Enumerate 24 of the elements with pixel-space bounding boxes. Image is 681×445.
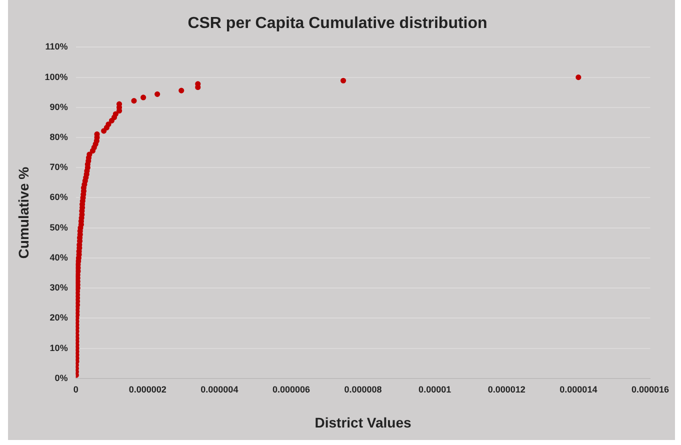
x-tick-label: 0.000004 xyxy=(200,384,238,394)
x-tick-label: 0.000014 xyxy=(560,384,598,394)
y-tick-label: 90% xyxy=(50,102,68,112)
x-tick-label: 0.000008 xyxy=(344,384,382,394)
x-tick-label: 0.000012 xyxy=(488,384,526,394)
x-tick-label: 0.000016 xyxy=(631,384,670,394)
x-tick-label: 0.00001 xyxy=(418,384,452,394)
y-tick-label: 0% xyxy=(54,372,68,383)
y-tick-label: 50% xyxy=(50,222,68,232)
y-tick-label: 60% xyxy=(50,192,68,202)
x-axis-title: District Values xyxy=(314,414,412,430)
x-tick-label: 0.000002 xyxy=(128,384,166,394)
chart-title: CSR per Capita Cumulative distribution xyxy=(188,15,488,32)
x-tick-label: 0.000006 xyxy=(272,384,310,394)
y-axis-title: Cumulative % xyxy=(15,166,32,259)
y-tick-label: 80% xyxy=(50,132,68,142)
y-tick-label: 40% xyxy=(50,252,68,262)
y-tick-label: 30% xyxy=(50,282,68,293)
y-tick-label: 10% xyxy=(50,342,68,353)
y-tick-label: 100% xyxy=(44,72,68,82)
y-tick-label: 110% xyxy=(45,42,68,52)
y-tick-label: 70% xyxy=(50,162,68,172)
y-tick-label: 20% xyxy=(50,312,68,323)
x-tick-label: 0 xyxy=(73,384,78,394)
